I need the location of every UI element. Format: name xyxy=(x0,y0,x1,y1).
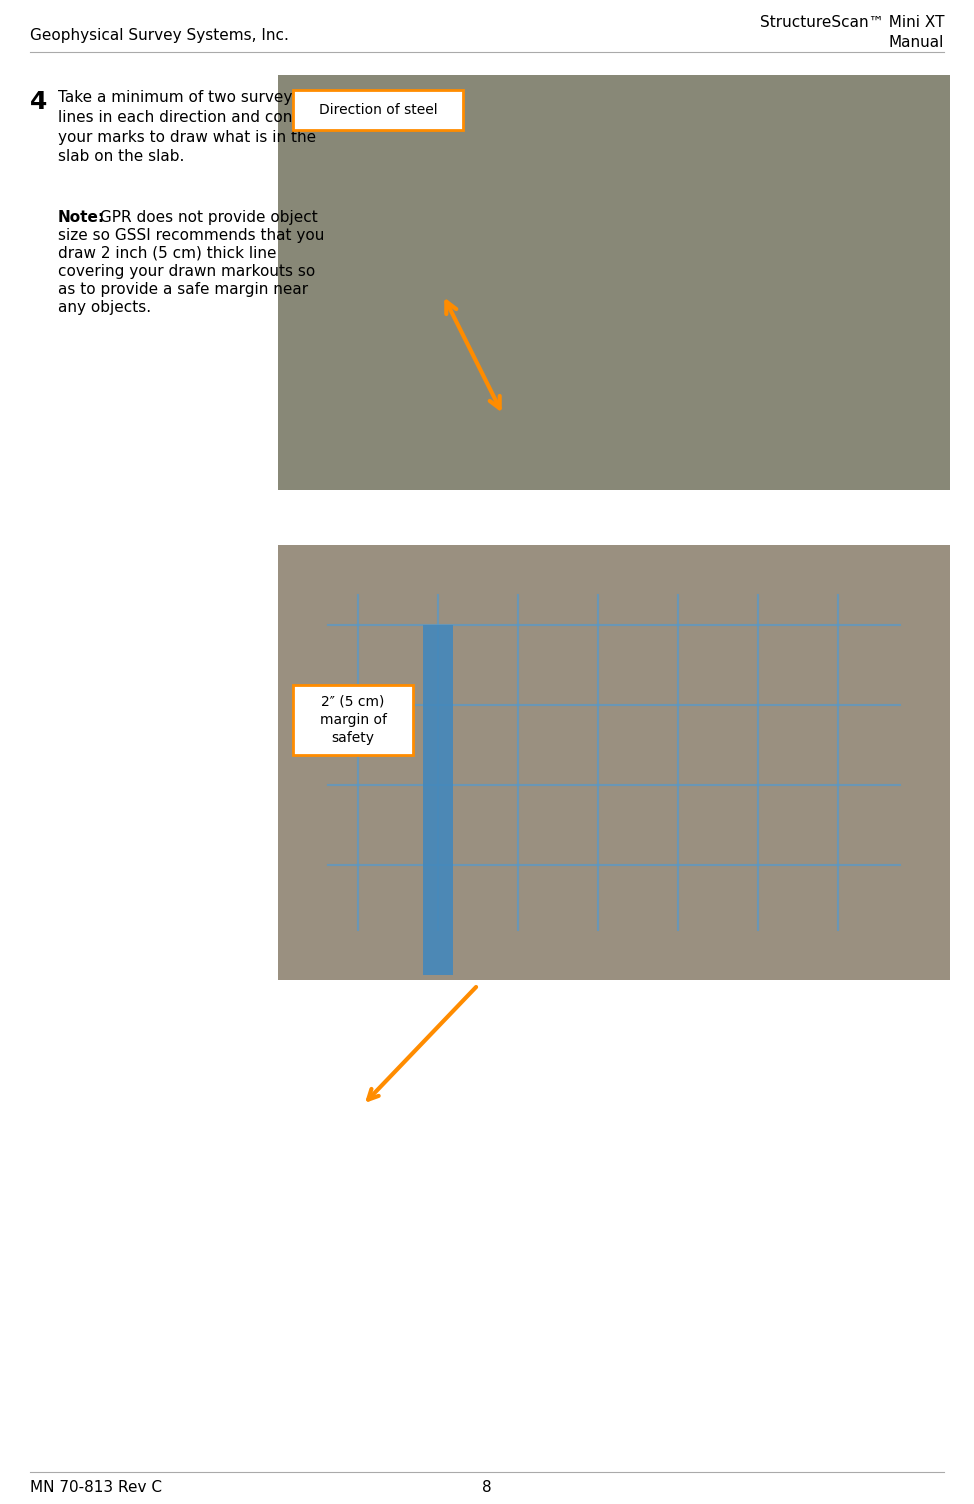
Text: Take a minimum of two survey
lines in each direction and connect
your marks to d: Take a minimum of two survey lines in ea… xyxy=(58,90,326,164)
Text: 4: 4 xyxy=(30,90,48,114)
Text: covering your drawn markouts so: covering your drawn markouts so xyxy=(58,265,316,280)
Text: any objects.: any objects. xyxy=(58,299,151,314)
Text: size so GSSI recommends that you: size so GSSI recommends that you xyxy=(58,229,324,244)
Text: draw 2 inch (5 cm) thick line: draw 2 inch (5 cm) thick line xyxy=(58,247,277,262)
Bar xyxy=(278,75,950,490)
Text: Geophysical Survey Systems, Inc.: Geophysical Survey Systems, Inc. xyxy=(30,29,289,44)
Text: Note:: Note: xyxy=(58,211,105,226)
Text: 8: 8 xyxy=(482,1480,492,1495)
Text: Direction of steel: Direction of steel xyxy=(318,102,437,117)
Text: GPR does not provide object: GPR does not provide object xyxy=(95,211,318,226)
Bar xyxy=(278,544,950,981)
Text: as to provide a safe margin near: as to provide a safe margin near xyxy=(58,283,308,296)
Text: 2″ (5 cm)
margin of
safety: 2″ (5 cm) margin of safety xyxy=(319,695,387,746)
FancyBboxPatch shape xyxy=(293,90,463,129)
Text: MN 70-813 Rev C: MN 70-813 Rev C xyxy=(30,1480,162,1495)
FancyBboxPatch shape xyxy=(293,684,413,755)
Bar xyxy=(423,626,453,975)
Text: Manual: Manual xyxy=(888,35,944,50)
Text: StructureScan™ Mini XT: StructureScan™ Mini XT xyxy=(760,15,944,30)
